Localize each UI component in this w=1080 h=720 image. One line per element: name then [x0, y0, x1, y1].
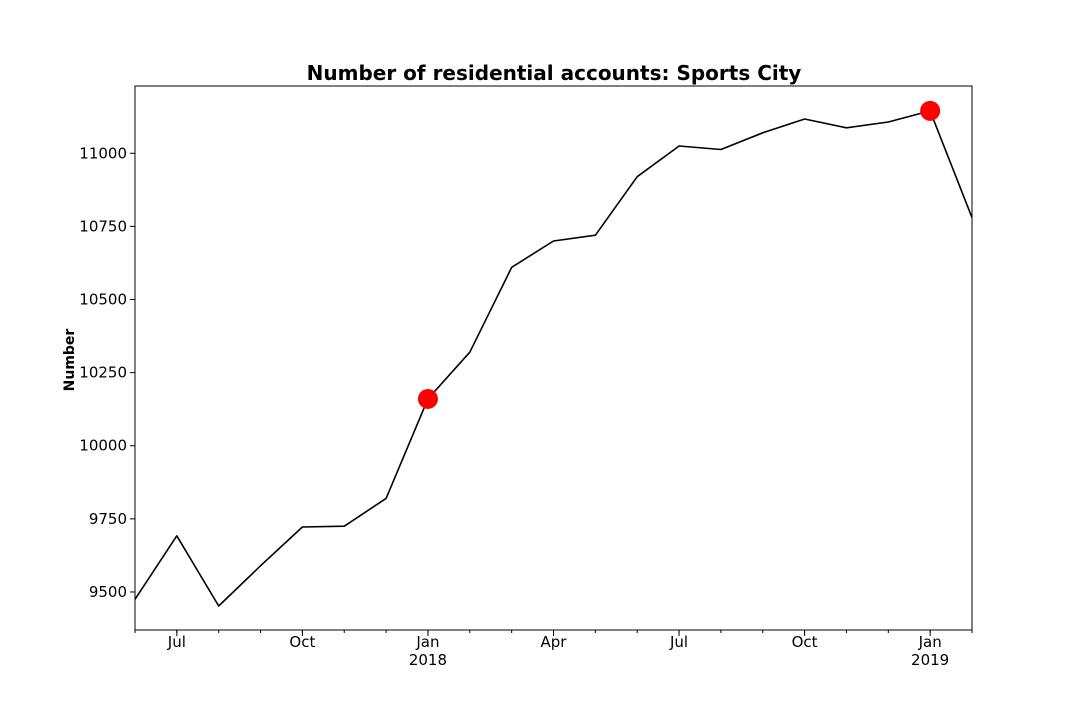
x-tick-label: Jan	[415, 633, 439, 651]
y-tick-label: 10250	[79, 364, 127, 382]
highlight-markers	[417, 100, 941, 409]
y-tick-label: 10750	[79, 217, 127, 235]
x-tick-label: Oct	[792, 633, 818, 651]
highlight-point	[417, 388, 438, 409]
x-tick-label: Oct	[289, 633, 315, 651]
x-tick-label: Jul	[669, 633, 688, 651]
highlight-point	[920, 100, 941, 121]
x-tick-label: Apr	[541, 633, 568, 651]
y-tick-label: 11000	[79, 144, 127, 162]
y-tick-label: 9500	[89, 583, 127, 601]
x-tick-year-label: 2018	[409, 651, 447, 669]
chart-title: Number of residential accounts: Sports C…	[307, 61, 802, 85]
y-tick-label: 10500	[79, 291, 127, 309]
y-tick-label: 9750	[89, 510, 127, 528]
x-tick-label: Jan	[918, 633, 942, 651]
data-series	[134, 110, 973, 607]
plot-frame	[134, 85, 973, 631]
series-line	[134, 110, 973, 607]
x-tick-year-label: 2019	[911, 651, 949, 669]
y-tick-label: 10000	[79, 437, 127, 455]
y-axis-label: Number	[62, 329, 78, 392]
y-axis-ticks: 9500 9750 10000 10250 10500 10750 11000	[79, 144, 135, 601]
x-tick-label: Jul	[167, 633, 186, 651]
